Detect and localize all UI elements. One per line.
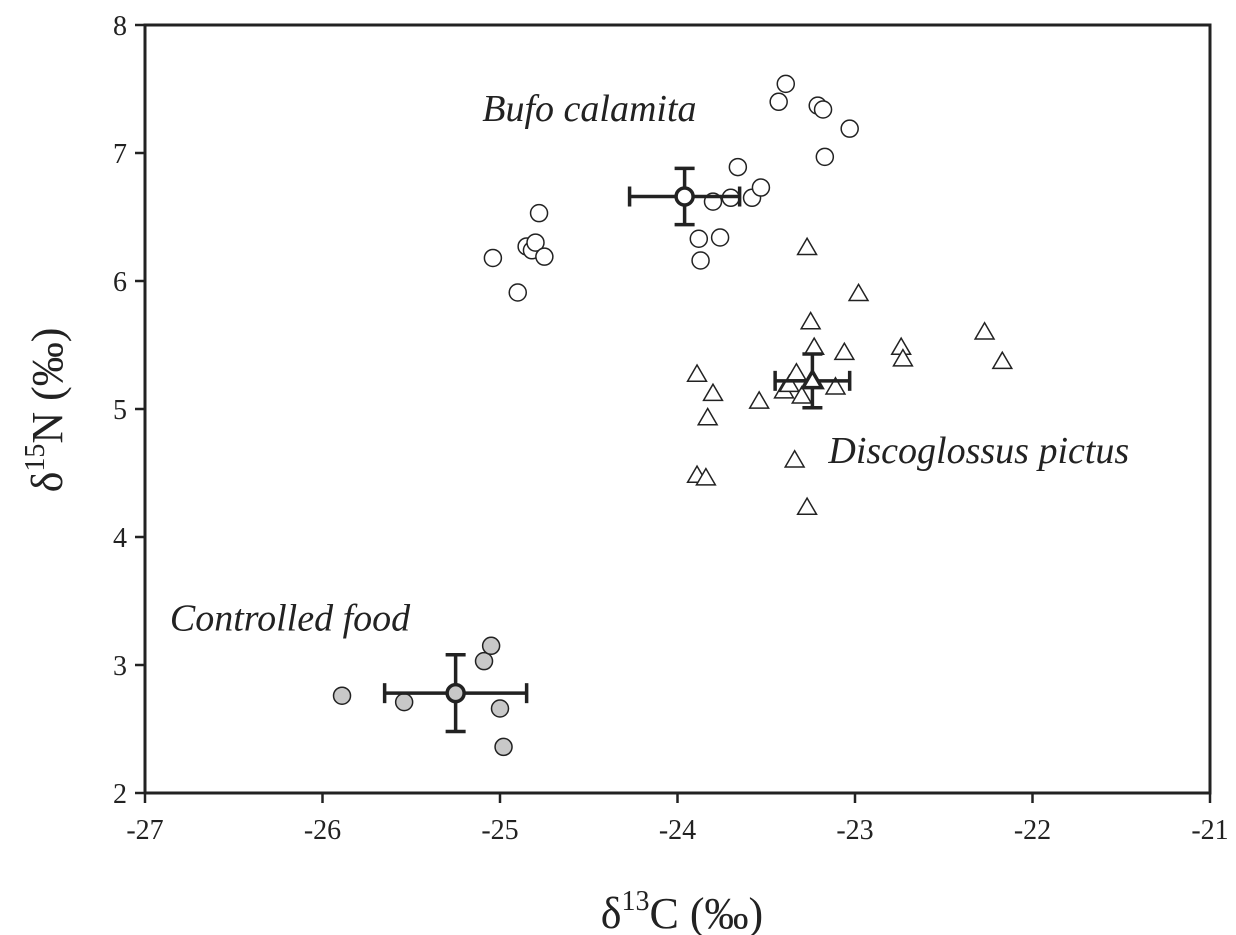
y-tick-label: 6 — [113, 267, 127, 298]
data-point — [991, 350, 1014, 370]
data-point — [785, 362, 808, 381]
y-axis-label: δ15N (‰) — [20, 328, 72, 493]
data-point — [799, 311, 822, 330]
data-point — [696, 407, 719, 426]
y-axis: 2 3 4 5 6 7 8 — [113, 11, 145, 810]
data-points — [332, 74, 1014, 757]
data-point — [474, 651, 494, 671]
series-label: Discoglossus pictus — [827, 430, 1129, 472]
data-point — [783, 449, 806, 468]
y-tick-label: 2 — [113, 779, 127, 810]
mean-marker — [799, 367, 825, 390]
data-point — [796, 496, 818, 516]
data-point — [769, 92, 788, 112]
x-tick-label: -22 — [1014, 815, 1051, 846]
data-point — [748, 390, 770, 409]
x-axis-label: δ13C (‰) — [601, 886, 763, 935]
data-point — [481, 636, 501, 656]
y-tick-label: 8 — [113, 11, 127, 42]
x-tick-label: -26 — [304, 815, 341, 846]
series-labels: Bufo calamita Discoglossus pictus Controll… — [170, 88, 1129, 639]
y-tick-label: 5 — [113, 395, 127, 426]
x-tick-label: -27 — [126, 815, 163, 846]
mean-marker — [445, 682, 466, 704]
data-point — [483, 248, 503, 268]
data-point — [778, 373, 801, 393]
mean-marker — [674, 186, 695, 207]
data-point — [526, 233, 545, 252]
data-point — [833, 341, 856, 361]
data-point — [847, 282, 870, 302]
x-tick-label: -24 — [659, 815, 696, 846]
data-point — [815, 147, 835, 167]
plot-frame — [143, 23, 1212, 795]
data-point — [490, 699, 510, 718]
data-point — [494, 737, 513, 757]
data-point — [332, 686, 352, 705]
series-label: Bufo calamita — [482, 88, 696, 130]
data-point — [691, 251, 710, 270]
x-tick-label: -23 — [836, 815, 873, 846]
data-point — [790, 385, 813, 404]
data-point — [535, 247, 554, 266]
data-point — [529, 203, 549, 223]
x-tick-label: -25 — [481, 815, 518, 846]
data-point — [728, 157, 748, 177]
data-point — [508, 283, 527, 302]
y-tick-label: 3 — [113, 651, 127, 682]
x-axis: -27 -26 -25 -24 -23 -22 -21 — [126, 793, 1229, 846]
data-point — [892, 348, 914, 367]
data-point — [710, 228, 730, 247]
data-point — [796, 236, 818, 256]
data-point — [751, 178, 771, 197]
mean-markers — [382, 166, 852, 734]
data-point — [394, 692, 414, 712]
data-point — [803, 336, 825, 356]
data-point — [973, 321, 996, 340]
data-point — [686, 363, 708, 382]
data-point — [776, 74, 796, 94]
data-point — [824, 376, 847, 395]
y-tick-label: 7 — [113, 139, 127, 170]
series-label: Controlled food — [170, 597, 411, 639]
data-point — [689, 229, 709, 249]
data-point — [695, 467, 717, 486]
data-point — [840, 119, 859, 138]
y-tick-label: 4 — [113, 523, 127, 554]
x-tick-label: -21 — [1191, 815, 1228, 846]
data-point — [702, 382, 724, 402]
data-point — [813, 100, 833, 119]
